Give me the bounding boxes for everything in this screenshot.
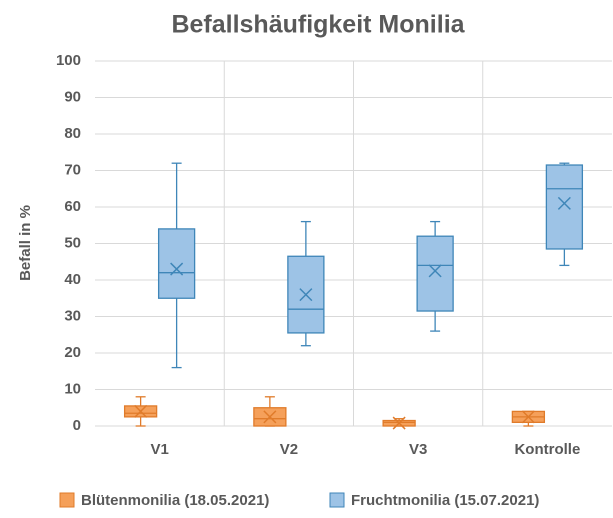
mean-marker — [263, 410, 277, 424]
box-group — [253, 396, 287, 427]
mean-marker — [170, 262, 184, 276]
x-tick-label: V3 — [409, 441, 427, 458]
y-tick-label: 60 — [64, 198, 81, 215]
y-tick-label: 100 — [56, 52, 81, 69]
y-tick-label: 90 — [64, 88, 81, 105]
box — [416, 235, 454, 312]
y-tick-label: 10 — [64, 380, 81, 397]
legend-label: Blütenmonilia (18.05.2021) — [81, 492, 269, 509]
legend-label: Fruchtmonilia (15.07.2021) — [351, 492, 539, 509]
x-tick-label: V1 — [150, 441, 168, 458]
x-tick-label: V2 — [280, 441, 298, 458]
x-tick-label: Kontrolle — [514, 441, 580, 458]
mean-marker — [428, 264, 442, 278]
y-tick-label: 50 — [64, 234, 81, 251]
legend-swatch — [329, 492, 345, 508]
mean-marker — [557, 196, 571, 210]
mean-marker — [299, 288, 313, 302]
box-group — [545, 162, 584, 267]
box-group — [287, 220, 325, 347]
y-axis-label: Befall in % — [17, 205, 34, 281]
y-tick-label: 80 — [64, 125, 81, 142]
y-tick-label: 40 — [64, 271, 81, 288]
legend-swatch — [59, 492, 75, 508]
box-group — [123, 396, 158, 427]
y-tick-label: 70 — [64, 161, 81, 178]
mean-marker — [521, 410, 535, 424]
box-group — [416, 220, 454, 332]
box-group — [157, 162, 196, 369]
y-tick-label: 30 — [64, 307, 81, 324]
mean-marker — [392, 416, 406, 430]
box — [545, 164, 584, 250]
y-tick-label: 20 — [64, 344, 81, 361]
chart-title: Befallshäufigkeit Monilia — [171, 11, 465, 39]
box-group — [511, 410, 546, 427]
y-tick-label: 0 — [73, 417, 81, 434]
box — [157, 228, 196, 299]
mean-marker — [134, 404, 148, 418]
box-group — [382, 416, 416, 430]
